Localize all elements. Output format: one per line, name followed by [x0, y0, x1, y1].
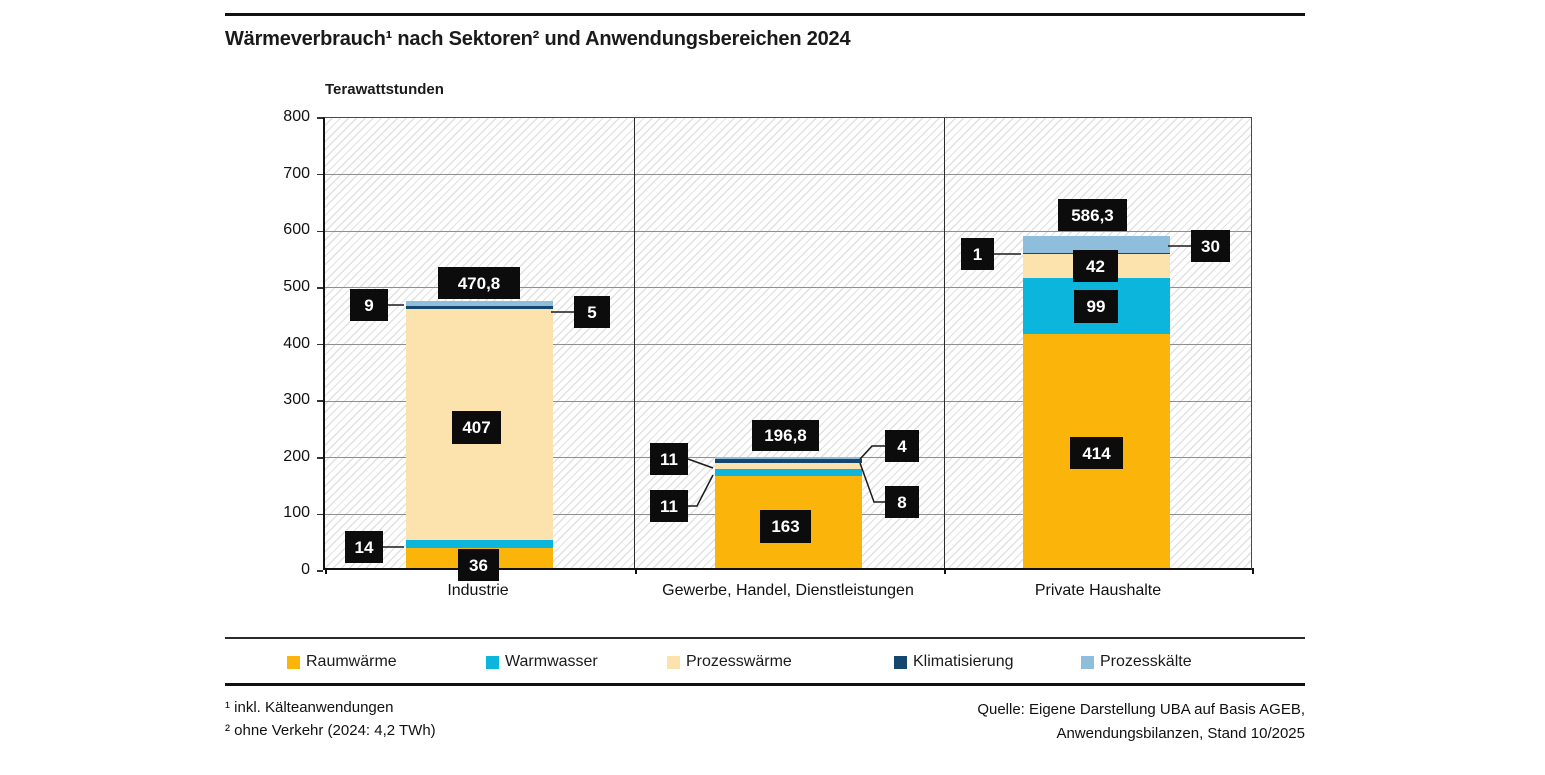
source-line-1: Quelle: Eigene Darstellung UBA auf Basis…: [977, 701, 1305, 718]
gridline-500: [325, 287, 1251, 289]
y-tick-mark-0: [317, 570, 323, 572]
label-ghd-klimatisierung: 8: [885, 486, 919, 518]
bar-segment-prozesskälte: [1023, 236, 1170, 254]
gridline-300: [325, 400, 1251, 402]
chart-title: Wärmeverbrauch¹ nach Sektoren² und Anwen…: [225, 28, 851, 50]
bar-segment-klimatisierung: [406, 306, 553, 310]
y-tick-label-700: 700: [283, 164, 310, 182]
legend-item-raumwärme: Raumwärme: [287, 653, 397, 671]
legend-label: Warmwasser: [505, 653, 598, 670]
label-ghd-warmwasser: 11: [650, 490, 688, 522]
y-tick-label-500: 500: [283, 277, 310, 295]
legend-label: Klimatisierung: [913, 653, 1014, 670]
x-category-ghd: Gewerbe, Handel, Dienstleistungen: [662, 582, 914, 599]
legend-item-warmwasser: Warmwasser: [486, 653, 598, 671]
y-tick-label-200: 200: [283, 447, 310, 465]
source-line-2: Anwendungsbilanzen, Stand 10/2025: [1056, 725, 1305, 742]
legend-swatch-icon: [1081, 655, 1094, 669]
y-tick-mark-200: [317, 457, 323, 459]
panel-separator-1: [633, 118, 636, 568]
y-tick-mark-100: [317, 513, 323, 516]
top-rule: [225, 13, 1305, 16]
y-tick-label-100: 100: [283, 504, 310, 522]
label-haushalte-prozesswaerme: 42: [1073, 250, 1118, 282]
gridline-700: [325, 174, 1251, 176]
footnote-1: ¹ inkl. Kälteanwendungen: [225, 699, 394, 716]
x-tick-mark-3: [1252, 568, 1254, 574]
bar-segment-prozesskälte: [715, 456, 862, 459]
label-ghd-total: 196,8: [752, 420, 819, 451]
x-tick-mark-1: [634, 568, 637, 574]
y-tick-label-800: 800: [283, 108, 310, 125]
legend-swatch-icon: [287, 655, 300, 669]
x-tick-mark-2: [944, 568, 947, 574]
label-haushalte-klimatisierung: 1: [961, 238, 994, 270]
y-tick-mark-400: [317, 343, 323, 346]
gridline-600: [325, 230, 1251, 232]
legend-item-prozesskälte: Prozesskälte: [1081, 653, 1192, 671]
legend-rule-bottom: [225, 683, 1305, 686]
y-tick-mark-800: [317, 117, 323, 119]
y-axis-title: Terawattstunden: [325, 81, 444, 98]
label-haushalte-prozesskaelte: 30: [1191, 230, 1230, 262]
legend-item-klimatisierung: Klimatisierung: [894, 653, 1013, 671]
legend-rule-top: [225, 637, 1305, 639]
label-haushalte-total: 586,3: [1058, 199, 1127, 231]
label-ghd-prozesskaelte: 4: [885, 430, 919, 462]
y-tick-label-300: 300: [283, 391, 310, 409]
label-industrie-prozesskaelte: 9: [350, 289, 388, 321]
stacked-bar-3: [1023, 236, 1170, 568]
panel-separator-2: [943, 118, 946, 568]
y-tick-label-400: 400: [283, 334, 310, 352]
bar-segment-prozesswärme: [715, 463, 862, 470]
label-industrie-warmwasser: 14: [345, 531, 383, 563]
label-industrie-total: 470,8: [438, 267, 520, 299]
bar-segment-warmwasser: [406, 539, 553, 548]
y-tick-mark-500: [317, 287, 323, 289]
y-tick-label-600: 600: [283, 221, 310, 239]
gridline-400: [325, 344, 1251, 345]
x-tick-mark-0: [325, 568, 327, 574]
label-industrie-klimatisierung: 5: [574, 296, 610, 328]
label-ghd-raumwaerme: 163: [760, 510, 811, 543]
x-category-industrie: Industrie: [447, 582, 509, 599]
footnote-2: ² ohne Verkehr (2024: 4,2 TWh): [225, 722, 436, 739]
bar-segment-prozesskälte: [406, 301, 553, 307]
y-tick-mark-700: [317, 173, 323, 176]
bar-segment-klimatisierung: [715, 458, 862, 464]
legend-item-prozesswärme: Prozesswärme: [667, 653, 792, 671]
label-haushalte-warmwasser: 99: [1074, 290, 1118, 323]
label-industrie-raumwaerme: 36: [458, 549, 499, 581]
plot-area: [317, 117, 1254, 574]
y-tick-mark-600: [317, 230, 323, 232]
legend-swatch-icon: [486, 655, 499, 669]
legend-swatch-icon: [667, 655, 680, 669]
label-haushalte-raumwaerme: 414: [1070, 437, 1123, 469]
label-ghd-prozesswaerme: 11: [650, 443, 688, 475]
legend-label: Raumwärme: [306, 653, 397, 670]
label-industrie-prozesswaerme: 407: [452, 411, 501, 444]
y-tick-mark-300: [317, 400, 323, 402]
legend-label: Prozesskälte: [1100, 653, 1192, 670]
x-category-haushalte: Private Haushalte: [1034, 582, 1162, 599]
y-tick-label-0: 0: [301, 561, 310, 578]
legend-swatch-icon: [894, 655, 907, 669]
bar-segment-warmwasser: [715, 469, 862, 476]
legend-label: Prozesswärme: [686, 653, 792, 670]
